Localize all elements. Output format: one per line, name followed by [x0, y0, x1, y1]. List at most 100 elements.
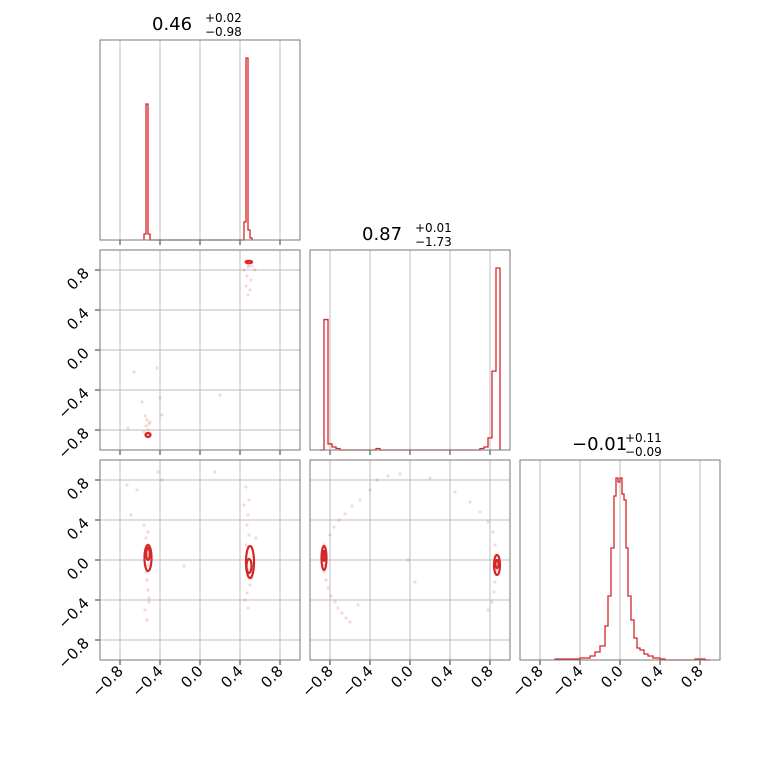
sample-point: [245, 591, 249, 595]
sample-point: [358, 498, 362, 502]
y-tick-label: 0.8: [63, 264, 93, 294]
sample-point: [145, 418, 149, 422]
sample-point: [146, 588, 150, 592]
sample-point: [246, 606, 250, 610]
sample-point: [145, 618, 149, 622]
x-tick-label: 0.8: [677, 662, 707, 692]
sample-point: [368, 488, 372, 492]
diag-panel-0: 0.46 +0.02−0.98: [99, 11, 301, 245]
param-median-1: 0.87: [362, 224, 402, 245]
sample-point: [246, 265, 250, 269]
sample-point: [243, 598, 247, 602]
sample-point: [398, 472, 402, 476]
panel-frame: [519, 459, 721, 661]
param-minus-0: −0.98: [205, 25, 242, 39]
panel-frame: [99, 249, 301, 451]
histogram-step-1: [320, 267, 501, 451]
x-tick-label: 0.0: [177, 662, 207, 692]
density-contour: [494, 558, 500, 570]
sample-point: [340, 611, 344, 615]
x-tick-label: 0.8: [257, 662, 287, 692]
sample-point: [490, 600, 494, 604]
density-contour: [492, 553, 502, 577]
param-plus-2: +0.11: [625, 431, 662, 445]
sample-point: [143, 414, 147, 418]
sample-point: [147, 600, 151, 604]
sample-point: [156, 470, 160, 474]
sample-point: [248, 583, 252, 587]
sample-point: [148, 420, 152, 424]
pair-panel-1-0: [95, 249, 301, 455]
sample-point: [343, 512, 347, 516]
histogram-step-2: [554, 477, 710, 661]
sample-point: [246, 293, 250, 297]
sample-point: [329, 594, 333, 598]
sample-point: [333, 600, 337, 604]
sample-point: [493, 543, 497, 547]
x-tick-label: −0.8: [88, 662, 126, 700]
x-tick-label: −0.4: [338, 662, 376, 700]
sample-point: [478, 510, 482, 514]
param-plus-0: +0.02: [205, 11, 242, 25]
sample-point: [253, 268, 257, 272]
y-tick-label: −0.8: [54, 634, 92, 672]
sample-point: [145, 578, 149, 582]
sample-point: [468, 500, 472, 504]
x-tick-label: −0.4: [128, 662, 166, 700]
pair-panel-2-1: [309, 459, 511, 665]
panel-frame: [99, 39, 301, 241]
sample-point: [328, 533, 332, 537]
param-median-2: −0.01: [572, 434, 627, 455]
density-contour: [145, 546, 151, 562]
x-tick-label: −0.8: [508, 662, 546, 700]
sample-point: [182, 564, 186, 568]
sample-point: [344, 616, 348, 620]
histogram-step-0: [143, 57, 253, 241]
param-plus-1: +0.01: [415, 221, 452, 235]
sample-point: [140, 400, 144, 404]
param-median-0: 0.46: [152, 14, 192, 35]
sample-point: [158, 396, 162, 400]
panel-frame: [99, 459, 301, 661]
panel-frame: [309, 249, 511, 451]
sample-point: [453, 490, 457, 494]
sample-point: [244, 284, 248, 288]
sample-point: [486, 520, 490, 524]
x-tick-label: 0.4: [217, 662, 247, 692]
sample-point: [336, 606, 340, 610]
sample-point: [135, 488, 139, 492]
sample-point: [492, 590, 496, 594]
param-minus-1: −1.73: [415, 235, 452, 249]
y-tick-label: 0.4: [63, 304, 93, 334]
param-minus-2: −0.09: [625, 445, 662, 459]
sample-point: [247, 498, 251, 502]
density-contour: [320, 544, 328, 572]
sample-point: [491, 530, 495, 534]
sample-point: [250, 264, 254, 268]
sample-point: [242, 503, 246, 507]
sample-point: [247, 533, 251, 537]
sample-point: [493, 580, 497, 584]
sample-point: [326, 586, 330, 590]
sample-point: [129, 513, 133, 517]
sample-point: [142, 430, 146, 434]
sample-point: [160, 478, 164, 482]
sample-point: [375, 478, 379, 482]
sample-point: [350, 504, 354, 508]
x-tick-label: 0.8: [467, 662, 497, 692]
sample-point: [348, 620, 352, 624]
sample-point: [246, 513, 250, 517]
sample-point: [147, 596, 151, 600]
sample-point: [322, 570, 326, 574]
sample-point: [146, 428, 150, 432]
sample-point: [213, 470, 217, 474]
sample-point: [155, 366, 159, 370]
sample-point: [242, 268, 246, 272]
sample-point: [428, 476, 432, 480]
sample-point: [146, 563, 150, 567]
sample-point: [146, 530, 150, 534]
sample-point: [144, 424, 148, 428]
sample-point: [486, 608, 490, 612]
density-contour: [143, 543, 153, 573]
